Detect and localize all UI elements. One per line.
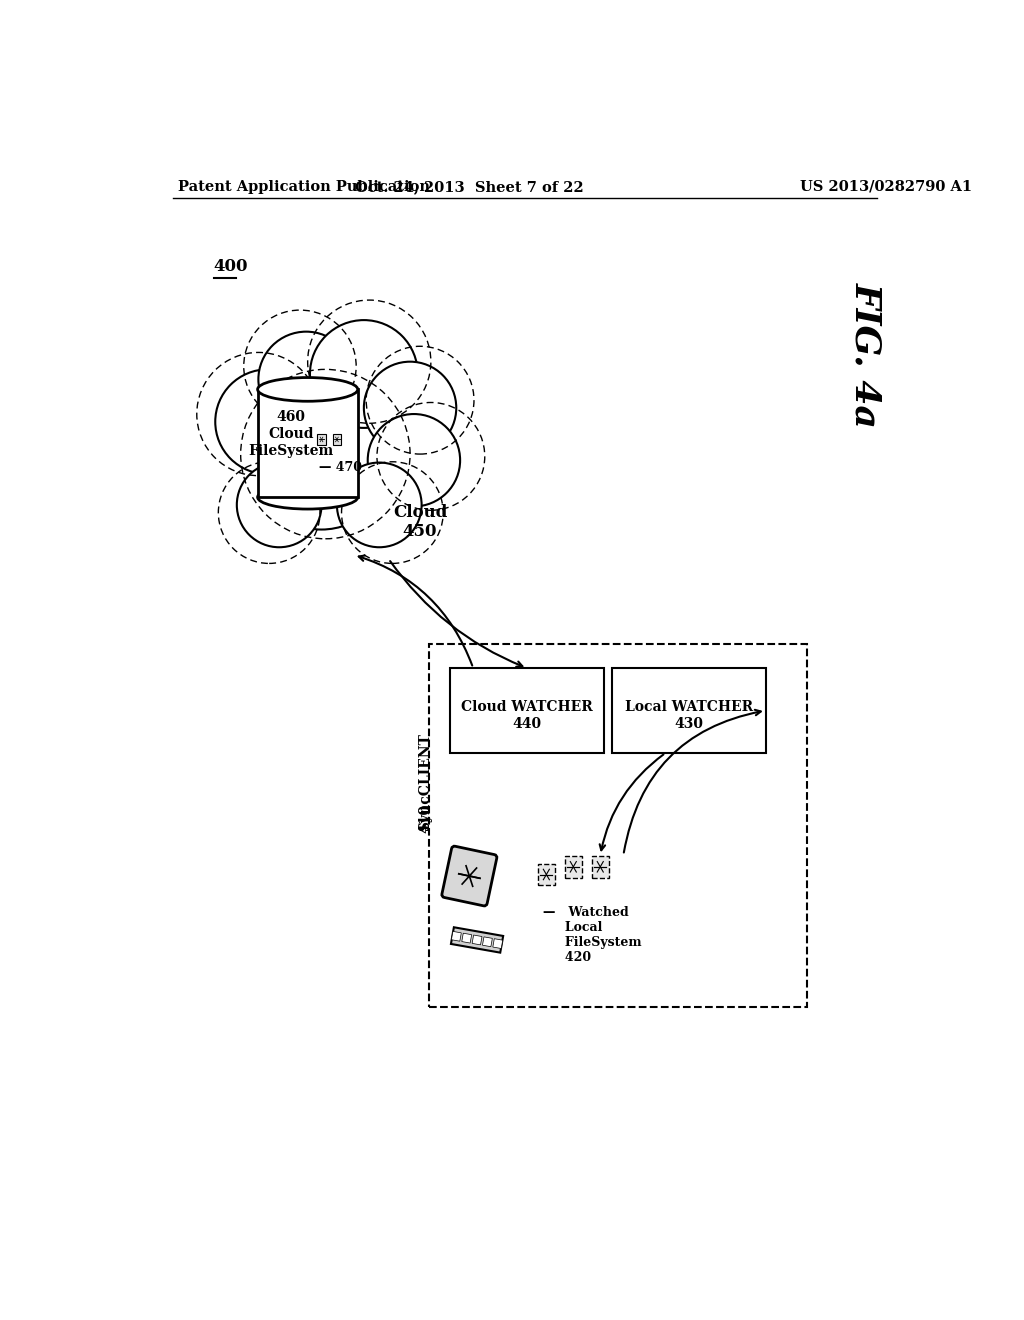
Ellipse shape <box>258 378 357 401</box>
Bar <box>429 644 807 1007</box>
Text: 460
Cloud
FileSystem: 460 Cloud FileSystem <box>248 409 334 458</box>
Text: 410: 410 <box>419 804 432 833</box>
Text: 400: 400 <box>214 259 248 276</box>
Text: —   Watched
     Local
     FileSystem
     420: — Watched Local FileSystem 420 <box>543 906 641 964</box>
Circle shape <box>364 362 457 454</box>
FancyBboxPatch shape <box>592 857 609 878</box>
Bar <box>452 932 461 941</box>
Text: 430: 430 <box>675 717 703 731</box>
Text: Patent Application Publication: Patent Application Publication <box>178 180 430 194</box>
Text: SyncCLIENT: SyncCLIENT <box>419 733 432 830</box>
Bar <box>472 935 482 945</box>
Text: Cloud
450: Cloud 450 <box>393 503 447 540</box>
Bar <box>493 939 503 949</box>
Bar <box>258 389 357 498</box>
Text: Cloud WATCHER: Cloud WATCHER <box>461 700 593 714</box>
FancyBboxPatch shape <box>538 863 555 886</box>
Text: Local WATCHER: Local WATCHER <box>625 700 753 714</box>
Text: 440: 440 <box>513 717 542 731</box>
Bar <box>462 933 472 942</box>
Text: US 2013/0282790 A1: US 2013/0282790 A1 <box>801 180 973 194</box>
Text: FIG. 4a: FIG. 4a <box>849 281 883 428</box>
Circle shape <box>258 331 354 428</box>
Bar <box>451 927 503 953</box>
Text: — 470: — 470 <box>319 462 362 474</box>
Bar <box>611 668 766 752</box>
Ellipse shape <box>258 486 357 510</box>
FancyBboxPatch shape <box>441 846 497 906</box>
Bar <box>451 668 604 752</box>
FancyBboxPatch shape <box>333 434 341 445</box>
Circle shape <box>337 462 422 548</box>
FancyBboxPatch shape <box>564 857 582 878</box>
Circle shape <box>237 462 322 548</box>
FancyBboxPatch shape <box>317 434 326 445</box>
Circle shape <box>215 370 319 474</box>
Circle shape <box>252 391 391 529</box>
Circle shape <box>310 321 418 428</box>
Text: Oct. 24, 2013  Sheet 7 of 22: Oct. 24, 2013 Sheet 7 of 22 <box>355 180 584 194</box>
Circle shape <box>368 414 460 507</box>
Bar <box>482 937 493 946</box>
